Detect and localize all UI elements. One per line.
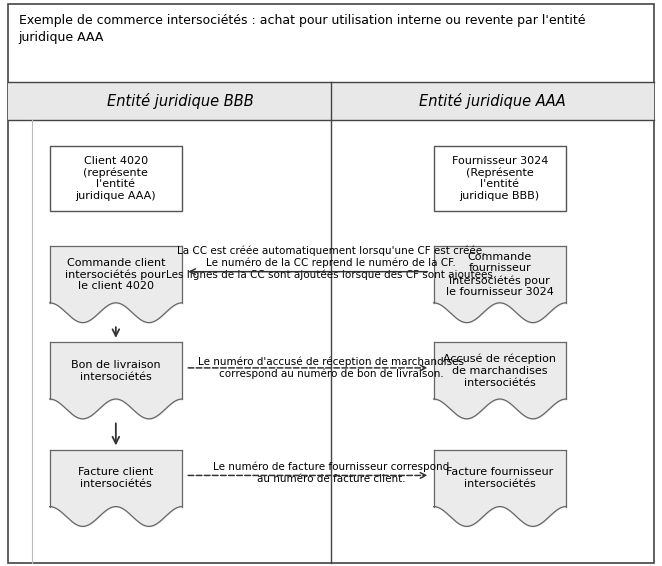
Text: Entité juridique AAA: Entité juridique AAA — [419, 93, 566, 109]
Bar — [50, 450, 182, 507]
Bar — [434, 246, 566, 303]
Text: Le numéro de facture fournisseur correspond
au numéro de facture client.: Le numéro de facture fournisseur corresp… — [213, 461, 449, 484]
Bar — [434, 450, 566, 507]
Text: Facture client
intersociétés: Facture client intersociétés — [78, 468, 154, 489]
Bar — [50, 342, 182, 399]
Text: Entité juridique BBB: Entité juridique BBB — [107, 93, 254, 109]
Text: Commande client
intersociétés pour
le client 4020: Commande client intersociétés pour le cl… — [66, 258, 166, 291]
Text: Facture fournisseur
intersociétés: Facture fournisseur intersociétés — [446, 468, 553, 489]
Text: Commande
fournisseur
intersociétés pour
le fournisseur 3024: Commande fournisseur intersociétés pour … — [446, 252, 553, 297]
Bar — [434, 146, 566, 211]
Text: Client 4020
(représente
l'entité
juridique AAA): Client 4020 (représente l'entité juridiq… — [75, 156, 156, 201]
Text: Bon de livraison
intersociétés: Bon de livraison intersociétés — [71, 360, 161, 381]
Text: Exemple de commerce intersociétés : achat pour utilisation interne ou revente pa: Exemple de commerce intersociétés : acha… — [19, 14, 585, 44]
Text: Le numéro d'accusé de réception de marchandises
correspond au numéro de bon de l: Le numéro d'accusé de réception de march… — [198, 357, 464, 379]
Bar — [50, 146, 182, 211]
Text: Accusé de réception
de marchandises
intersociétés: Accusé de réception de marchandises inte… — [444, 354, 556, 388]
Text: La CC est créée automatiquement lorsqu'une CF est créée.
Le numéro de la CC repr: La CC est créée automatiquement lorsqu'u… — [166, 245, 496, 280]
Text: Fournisseur 3024
(Représente
l'entité
juridique BBB): Fournisseur 3024 (Représente l'entité ju… — [451, 156, 548, 201]
Bar — [8, 82, 654, 120]
Bar — [50, 246, 182, 303]
Bar — [434, 342, 566, 399]
